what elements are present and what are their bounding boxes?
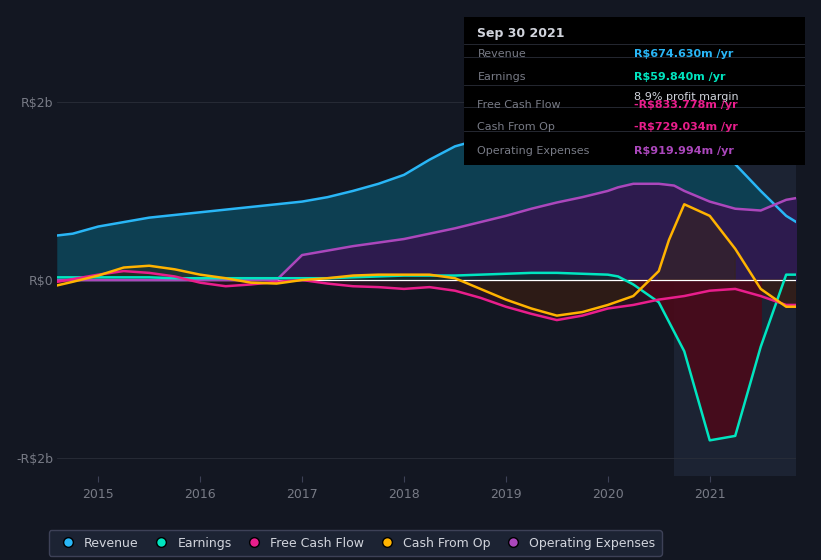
Text: R$59.840m /yr: R$59.840m /yr bbox=[635, 72, 726, 82]
Text: Revenue: Revenue bbox=[478, 49, 526, 59]
Text: 8.9% profit margin: 8.9% profit margin bbox=[635, 92, 739, 102]
Text: Sep 30 2021: Sep 30 2021 bbox=[478, 27, 565, 40]
Text: Free Cash Flow: Free Cash Flow bbox=[478, 100, 561, 110]
Text: R$674.630m /yr: R$674.630m /yr bbox=[635, 49, 734, 59]
Legend: Revenue, Earnings, Free Cash Flow, Cash From Op, Operating Expenses: Revenue, Earnings, Free Cash Flow, Cash … bbox=[49, 530, 662, 556]
Text: R$919.994m /yr: R$919.994m /yr bbox=[635, 146, 734, 156]
Text: -R$833.778m /yr: -R$833.778m /yr bbox=[635, 100, 738, 110]
Bar bbox=[674, 84, 796, 476]
Text: Operating Expenses: Operating Expenses bbox=[478, 146, 589, 156]
Text: -R$729.034m /yr: -R$729.034m /yr bbox=[635, 122, 738, 132]
Text: Earnings: Earnings bbox=[478, 72, 526, 82]
Text: Cash From Op: Cash From Op bbox=[478, 122, 555, 132]
